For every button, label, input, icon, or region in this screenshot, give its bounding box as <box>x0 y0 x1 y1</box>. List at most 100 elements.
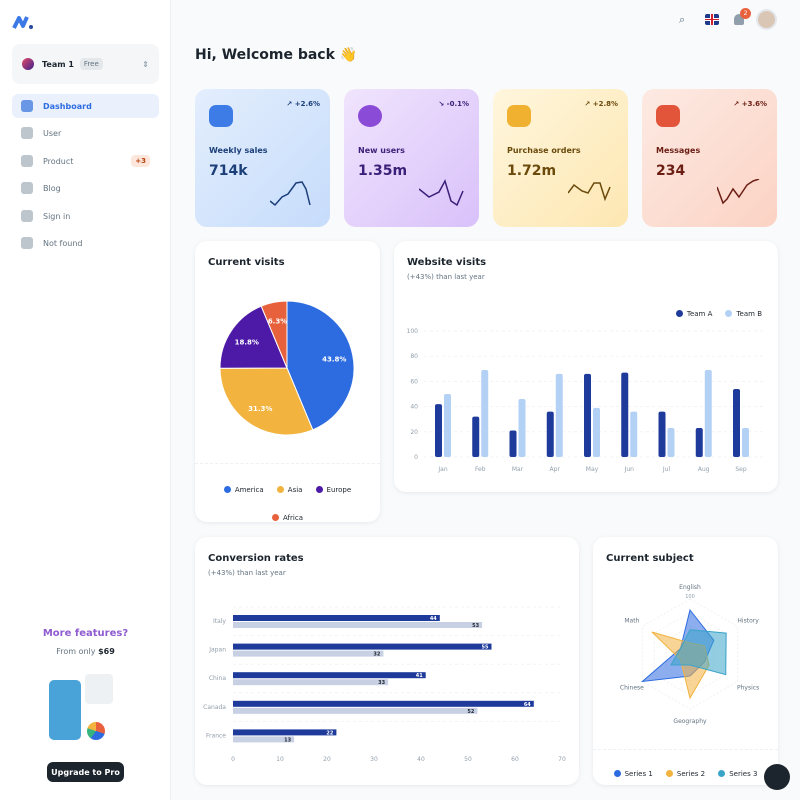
data-label: 64 <box>524 702 531 708</box>
stat-value: 714k <box>209 163 248 179</box>
pie-slice-africa <box>260 300 288 369</box>
radar-axis-label: English <box>679 584 701 591</box>
pie-legend: America Asia Europe Africa <box>195 478 380 525</box>
website-visits-card: Website visits (+43%) than last year Tea… <box>394 241 778 492</box>
search-icon[interactable]: ⌕ <box>679 13 686 26</box>
promo-price-value: $69 <box>98 647 115 656</box>
y-tick-label: 100 <box>407 328 419 335</box>
legend-series-1: Series 1 <box>613 770 653 778</box>
y-tick-label: 80 <box>410 353 418 360</box>
github-icon[interactable] <box>764 764 790 790</box>
y-tick-label: 20 <box>410 429 418 436</box>
pie-slice-asia <box>219 367 314 436</box>
data-label: 44 <box>430 616 437 622</box>
y-tick-label: Italy <box>213 618 226 625</box>
radar-axis-label: Physics <box>737 685 759 692</box>
shopping-bag-icon <box>209 105 233 127</box>
bar-team-b <box>481 370 489 457</box>
conversion-bar <box>233 707 478 714</box>
radar-axis-label: Math <box>624 617 639 624</box>
bar-team-a <box>658 411 666 457</box>
conversion-rates-chart: 0 10 20 30 40 50 60 70 Italy 44 53 Japan 55 32 China 41… <box>203 606 566 763</box>
avatar[interactable] <box>756 9 777 30</box>
y-tick-label: China <box>209 675 226 682</box>
data-label: 55 <box>482 645 489 651</box>
nav-label: User <box>43 128 62 138</box>
website-visits-chart: 0 20 40 60 80 100 Jan Feb Mar Apr May Jun Jul Aug Sep <box>407 328 766 473</box>
stat-card-messages: ↗ +3.6% Messages 234 <box>642 89 777 227</box>
logo[interactable] <box>12 14 34 35</box>
nav-label: Not found <box>43 238 83 248</box>
conversion-bar <box>233 622 483 628</box>
y-tick-label: 0 <box>414 454 418 461</box>
radar-legend: Series 1 Series 2 Series 3 <box>593 762 778 781</box>
bar-team-b <box>518 399 526 457</box>
bar-team-a <box>733 388 740 457</box>
conversion-bar <box>233 679 389 686</box>
pie-label: 18.8% <box>235 338 259 346</box>
mail-icon <box>656 105 680 127</box>
stat-label: Weekly sales <box>209 146 268 155</box>
x-tick-label: Jan <box>437 466 447 473</box>
stat-value: 1.72m <box>507 163 557 179</box>
bell-icon[interactable] <box>734 14 744 25</box>
bar-team-a <box>621 372 629 457</box>
page-title: Hi, Welcome back 👋 <box>195 47 358 63</box>
x-tick-label: 60 <box>511 756 519 763</box>
sidebar-item-user[interactable]: User <box>12 121 159 145</box>
sparkline <box>717 179 760 205</box>
bar-legend: Team A Team B <box>672 302 766 321</box>
y-tick-label: Canada <box>203 704 226 711</box>
stat-card-purchase-orders: ↗ +2.8% Purchase orders 1.72m <box>493 89 628 227</box>
product-badge: +3 <box>131 155 150 167</box>
sidebar-item-blog[interactable]: Blog <box>12 176 159 200</box>
promo-from: From only <box>56 647 96 656</box>
card-title: Current subject <box>606 553 694 564</box>
bar-team-a <box>584 373 591 457</box>
sidebar: Team 1 Free ⇕ Dashboard User Product +3 B… <box>0 0 171 800</box>
sidebar-item-sign-in[interactable]: Sign in <box>12 204 159 228</box>
legend-team-a: Team A <box>675 310 712 318</box>
stat-label: New users <box>358 146 405 155</box>
bar-team-b <box>593 407 600 457</box>
sidebar-item-dashboard[interactable]: Dashboard <box>12 94 159 118</box>
radar-axis-label: History <box>737 617 759 624</box>
promo-price: From only $69 <box>0 647 171 656</box>
pie-chart: 43.8% 31.3% 18.8% 6.3% <box>219 300 355 436</box>
upgrade-button[interactable]: Upgrade to Pro <box>47 762 124 782</box>
uk-flag-icon[interactable] <box>705 14 719 25</box>
stat-value: 1.35m <box>358 163 408 179</box>
stat-label: Purchase orders <box>507 146 581 155</box>
nav-label: Blog <box>43 183 61 193</box>
conversion-bar <box>233 650 384 657</box>
bar-team-a <box>509 430 517 457</box>
x-tick-label: 70 <box>558 756 566 763</box>
x-tick-label: Aug <box>698 466 710 473</box>
bar-team-a <box>695 428 703 457</box>
card-title: Current visits <box>208 257 285 268</box>
trend-up: ↗ +3.6% <box>733 100 767 108</box>
nav-label: Product <box>43 156 74 166</box>
pie-label: 31.3% <box>248 405 272 413</box>
bar-team-b <box>667 428 675 457</box>
chevron-updown-icon: ⇕ <box>142 59 149 69</box>
x-tick-label: Apr <box>550 466 561 473</box>
current-visits-card: Current visits 43.8% 31.3% 18.8% 6.3% Ameri… <box>195 241 380 522</box>
x-tick-label: 0 <box>231 756 235 763</box>
sidebar-item-product[interactable]: Product +3 <box>12 149 159 173</box>
promo-title: More features? <box>42 628 129 639</box>
conversion-bar <box>233 643 492 650</box>
trend-up: ↗ +2.6% <box>286 100 320 108</box>
radar-chart: English History Physics Geography Chinese Mat… <box>620 584 759 725</box>
bar-team-a <box>472 416 480 457</box>
data-label: 53 <box>472 623 479 629</box>
dashboard-icon <box>21 100 33 112</box>
x-tick-label: 40 <box>417 756 425 763</box>
conversion-rates-card: Conversion rates (+43%) than last year 0… <box>195 537 579 785</box>
pie-slice-america <box>286 300 355 431</box>
team-avatar <box>22 58 34 70</box>
team-switcher[interactable]: Team 1 Free ⇕ <box>12 44 159 84</box>
sidebar-item-not-found[interactable]: Not found <box>12 231 159 255</box>
legend-series-2: Series 2 <box>665 770 705 778</box>
y-tick-label: Japan <box>208 647 226 654</box>
